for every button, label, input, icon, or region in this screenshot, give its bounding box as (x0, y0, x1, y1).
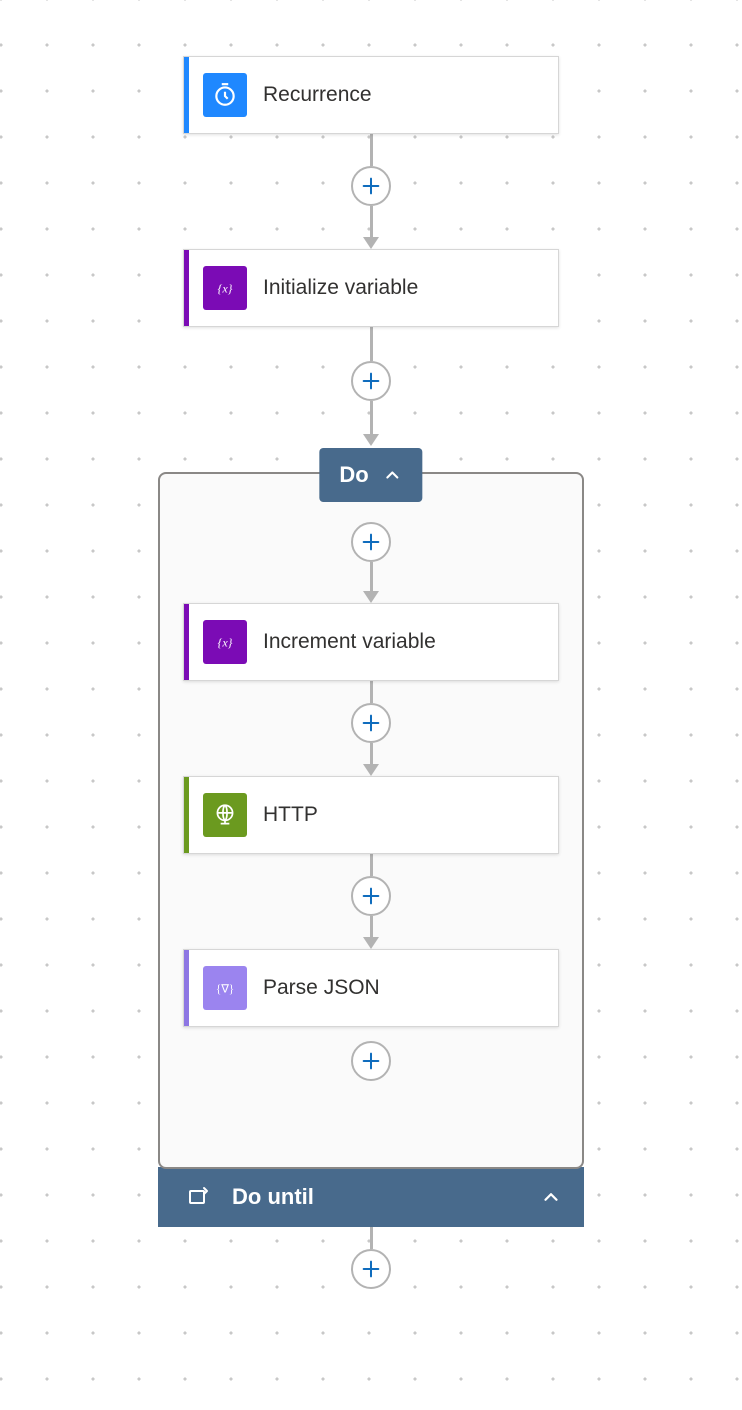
add-step-button[interactable] (351, 166, 391, 206)
json-icon: {∇} (203, 966, 247, 1010)
do-until-footer[interactable]: Do until (158, 1167, 584, 1227)
connector-line (370, 134, 373, 166)
accent-bar (184, 950, 189, 1026)
flow-canvas: Recurrence {x} Initialize variable Do (0, 0, 742, 1289)
connector (351, 1227, 391, 1289)
arrow-icon (363, 237, 379, 249)
do-label: Do (339, 462, 368, 488)
loop-body: Do {x} Increment variable (158, 472, 584, 1169)
connector (351, 681, 391, 776)
do-until-label: Do until (232, 1184, 540, 1210)
globe-icon (203, 793, 247, 837)
do-header-pill[interactable]: Do (319, 448, 422, 502)
do-until-loop: Do {x} Increment variable (158, 446, 584, 1227)
accent-bar (184, 250, 189, 326)
add-step-button[interactable] (351, 1249, 391, 1289)
accent-bar (184, 777, 189, 853)
connector-line (370, 327, 373, 361)
add-step-button[interactable] (351, 522, 391, 562)
arrow-icon (363, 937, 379, 949)
connector-line (370, 743, 373, 765)
accent-bar (184, 604, 189, 680)
connector (351, 327, 391, 446)
connector-line (370, 854, 373, 876)
connector-line (370, 681, 373, 703)
connector (351, 134, 391, 249)
fx-icon: {x} (203, 620, 247, 664)
svg-text:{∇}: {∇} (216, 984, 234, 996)
accent-bar (184, 57, 189, 133)
connector-line (370, 562, 373, 592)
step-recurrence[interactable]: Recurrence (183, 56, 559, 134)
arrow-icon (363, 434, 379, 446)
connector-line (370, 401, 373, 435)
add-step-button[interactable] (351, 876, 391, 916)
add-step-button[interactable] (351, 703, 391, 743)
step-parse-json[interactable]: {∇} Parse JSON (183, 949, 559, 1027)
step-label: HTTP (263, 803, 318, 827)
connector (351, 522, 391, 603)
connector-line (370, 1227, 373, 1249)
step-label: Recurrence (263, 83, 372, 107)
svg-text:{x}: {x} (218, 282, 233, 296)
clock-icon (203, 73, 247, 117)
connector-line (370, 206, 373, 238)
svg-text:{x}: {x} (218, 636, 233, 650)
fx-icon: {x} (203, 266, 247, 310)
connector (351, 854, 391, 949)
step-initialize-variable[interactable]: {x} Initialize variable (183, 249, 559, 327)
step-increment-variable[interactable]: {x} Increment variable (183, 603, 559, 681)
arrow-icon (363, 591, 379, 603)
chevron-up-icon (383, 465, 403, 485)
loop-icon (186, 1185, 210, 1209)
step-label: Increment variable (263, 630, 436, 654)
step-label: Initialize variable (263, 276, 418, 300)
add-step-button[interactable] (351, 1041, 391, 1081)
step-http[interactable]: HTTP (183, 776, 559, 854)
chevron-up-icon (540, 1186, 562, 1208)
step-label: Parse JSON (263, 976, 380, 1000)
arrow-icon (363, 764, 379, 776)
connector-line (370, 916, 373, 938)
connector (351, 1041, 391, 1081)
add-step-button[interactable] (351, 361, 391, 401)
